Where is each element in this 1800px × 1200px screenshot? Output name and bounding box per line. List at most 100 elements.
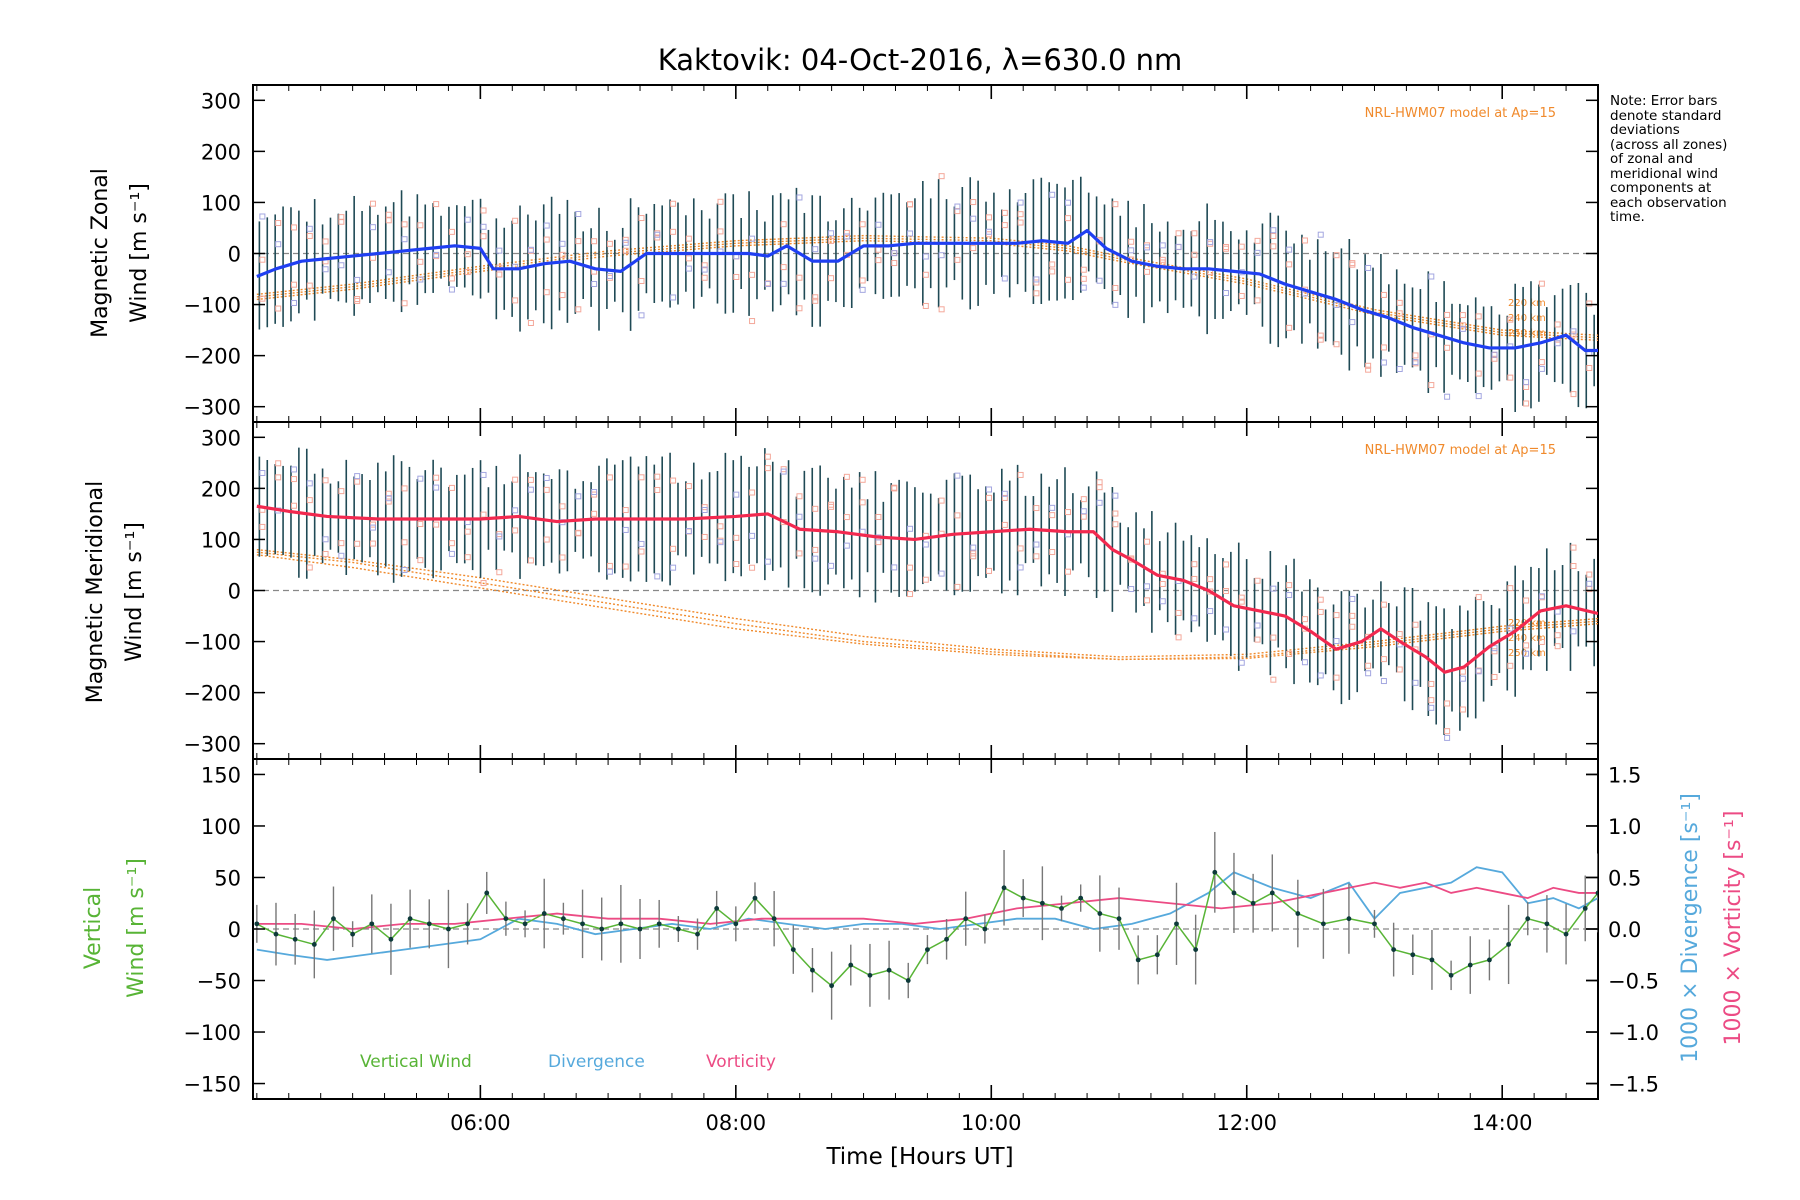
zone-point (954, 512, 961, 519)
vertical-wind-point (1250, 900, 1256, 906)
zone-point (275, 220, 282, 227)
zone-point (1349, 612, 1356, 619)
zone-point (922, 576, 929, 583)
zone-point (417, 557, 424, 564)
note-line-9: time. (1610, 209, 1645, 225)
zone-point (385, 269, 392, 276)
zone-point (1491, 355, 1498, 362)
zone-point (480, 471, 487, 478)
zone-point (1507, 316, 1514, 323)
zone-point (764, 465, 771, 472)
zone-point (764, 280, 771, 287)
zone-point (1333, 252, 1340, 259)
zone-point (1428, 273, 1435, 280)
zone-point (891, 564, 898, 571)
zone-point (1286, 324, 1293, 331)
vertical-wind-point (1563, 931, 1569, 937)
zone-point (828, 275, 835, 282)
zone-point (448, 275, 455, 282)
zone-point (1191, 615, 1198, 622)
zone-point (1459, 706, 1466, 713)
vertical-wind-point (1487, 957, 1492, 963)
zone-point (354, 478, 361, 485)
zone-point (1586, 364, 1593, 371)
time-axis: 06:00 08:00 10:00 12:00 14:00 (256, 85, 1599, 1135)
zone-point (1049, 549, 1056, 556)
zone-point (1191, 575, 1198, 582)
ytick-label: 50 (214, 866, 241, 890)
zone-point (1064, 568, 1071, 575)
zone-point (638, 312, 645, 319)
zone-point (1570, 391, 1577, 398)
zone-point (1207, 608, 1214, 615)
zone-point (1459, 312, 1466, 319)
zone-point (401, 236, 408, 243)
zone-point (401, 567, 408, 574)
zone-point (1507, 662, 1514, 669)
zone-point (1491, 351, 1498, 358)
zone-point (1396, 299, 1403, 306)
zone-point (843, 229, 850, 236)
zone-point (417, 276, 424, 283)
zone-point (954, 583, 961, 590)
zone-point (1096, 277, 1103, 284)
zone-point (907, 564, 914, 571)
ytick-label: 0 (228, 243, 241, 267)
ytick-label: −100 (183, 631, 241, 655)
zone-point (1222, 245, 1229, 252)
zone-point (1254, 636, 1261, 643)
zonal-model-height-labels: 220 km 240 km 250 km (1508, 298, 1546, 339)
note-line-3: deviations (1610, 122, 1680, 138)
zone-point (290, 476, 297, 483)
vertical-wind-point (388, 936, 394, 942)
zone-point (638, 548, 645, 555)
zone-point (575, 238, 582, 245)
zone-point (1586, 300, 1593, 307)
zone-point (1270, 227, 1277, 234)
zone-point (1365, 362, 1372, 369)
vertical-wind-point (331, 916, 336, 922)
zone-point (354, 297, 361, 304)
zone-point (1001, 222, 1008, 229)
zone-point (1191, 561, 1198, 568)
meridional-model-height-240: 240 km (1508, 633, 1546, 644)
vertical-wind-point (1212, 869, 1218, 875)
zone-point (512, 476, 519, 483)
zone-point (464, 216, 471, 223)
vertical-wind-point (1097, 911, 1103, 916)
zone-point (1396, 631, 1403, 638)
zone-point (385, 211, 392, 218)
zone-point (1017, 211, 1024, 218)
y2tick-label: 0.5 (1608, 866, 1641, 890)
zone-point (1475, 313, 1482, 320)
zone-point (1270, 585, 1277, 592)
zone-point (685, 255, 692, 262)
zone-point (338, 262, 345, 269)
xtick-label: 08:00 (706, 1111, 767, 1135)
zone-point (780, 221, 787, 228)
zone-point (907, 201, 914, 208)
zone-point (891, 260, 898, 267)
vertical-wind-point (637, 926, 643, 932)
zonal-model-height-250: 250 km (1508, 328, 1546, 339)
zone-point (780, 264, 787, 271)
zone-point (1491, 645, 1498, 652)
zone-point (606, 562, 613, 569)
zone-point (749, 318, 756, 325)
zone-point (1112, 201, 1119, 208)
model-curve (256, 554, 1598, 661)
zone-point (606, 240, 613, 247)
ytick-label: −50 (197, 970, 241, 994)
vertical-wind-point (1410, 952, 1416, 958)
zone-point (575, 530, 582, 537)
zone-point (385, 490, 392, 497)
zone-point (480, 580, 487, 587)
zone-point (875, 221, 882, 228)
zone-point (527, 486, 534, 493)
zone-point (970, 544, 977, 551)
zone-point (1096, 479, 1103, 486)
zone-point (749, 564, 756, 571)
ytick-label: −200 (183, 682, 241, 706)
figure-title: Kaktovik: 04-Oct-2016, λ=630.0 nm (658, 43, 1183, 77)
vertical-wind-point (1582, 905, 1588, 911)
